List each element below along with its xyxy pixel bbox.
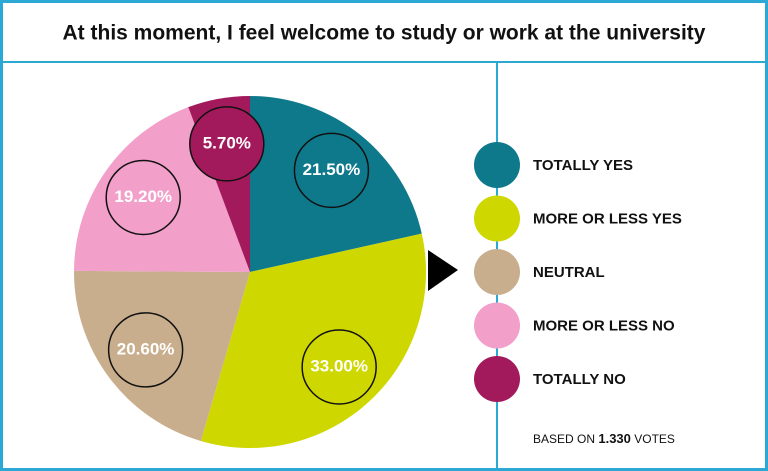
footnote: BASED ON 1.330 VOTES bbox=[533, 431, 675, 446]
value-label-badge bbox=[293, 132, 370, 209]
footnote-prefix: BASED ON bbox=[533, 432, 595, 446]
legend-label: TOTALLY YES bbox=[533, 157, 633, 174]
footnote-count: 1.330 bbox=[598, 431, 631, 446]
chart-title: At this moment, I feel welcome to study … bbox=[63, 22, 706, 45]
value-label: 21.50% bbox=[303, 160, 361, 179]
value-label-badge bbox=[189, 106, 265, 182]
value-label-badge bbox=[301, 329, 377, 405]
pointer bbox=[428, 250, 458, 291]
legend-swatch bbox=[474, 356, 520, 402]
legend-label: MORE OR LESS NO bbox=[533, 317, 675, 334]
legend: TOTALLY YES MORE OR LESS YES NEUTRAL MORE O… bbox=[474, 142, 682, 402]
legend-swatch bbox=[474, 249, 520, 295]
legend-swatch bbox=[474, 195, 520, 242]
value-label-badge bbox=[105, 159, 181, 236]
legend-label: NEUTRAL bbox=[533, 264, 605, 281]
value-label: 19.20% bbox=[114, 187, 172, 206]
value-labels: 21.50% 33.00% 20.60% 19.20% 5.70% bbox=[105, 106, 377, 405]
legend-swatch bbox=[474, 302, 520, 349]
value-label: 33.00% bbox=[310, 356, 368, 375]
footnote-suffix: VOTES bbox=[634, 432, 675, 446]
value-label: 5.70% bbox=[203, 133, 251, 152]
legend-label: MORE OR LESS YES bbox=[533, 210, 682, 227]
legend-label: TOTALLY NO bbox=[533, 371, 626, 388]
value-label-badge bbox=[107, 312, 184, 388]
value-label: 20.60% bbox=[117, 339, 175, 358]
legend-swatch bbox=[474, 142, 520, 188]
